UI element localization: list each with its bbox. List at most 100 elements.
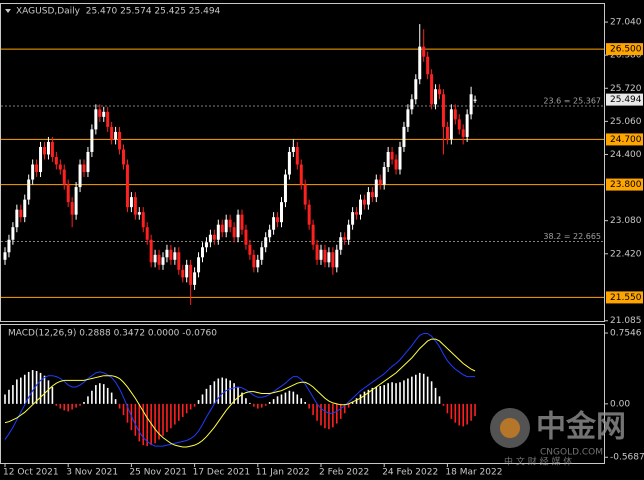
candle-body bbox=[98, 109, 102, 117]
candle-body bbox=[386, 151, 390, 168]
candle-body bbox=[331, 252, 335, 268]
x-tick-label: 2 Feb 2022 bbox=[319, 468, 369, 478]
candle-body bbox=[351, 212, 355, 225]
macd-title: MACD(12,26,9) 0.2888 0.3472 0.0000 -0.07… bbox=[8, 329, 217, 339]
candle-body bbox=[378, 179, 382, 185]
candle-body bbox=[153, 254, 157, 263]
candle-body bbox=[287, 151, 291, 175]
y-tick-label: -0.5687 bbox=[610, 453, 644, 463]
macd-panel-frame bbox=[0, 324, 605, 464]
candle-body bbox=[303, 184, 307, 205]
candle-body bbox=[374, 179, 378, 198]
candle-body bbox=[469, 94, 473, 115]
candle-body bbox=[438, 89, 441, 95]
candle-body bbox=[256, 259, 260, 268]
candle-body bbox=[319, 249, 323, 260]
candle-body bbox=[58, 164, 62, 170]
candle-body bbox=[430, 74, 434, 105]
macd-line bbox=[4, 332, 476, 447]
candle-body bbox=[291, 146, 295, 152]
y-tick-label: 26.380 bbox=[610, 51, 642, 61]
level-label: 23.800 bbox=[610, 180, 642, 190]
candle-body bbox=[449, 109, 453, 140]
candle-body bbox=[394, 159, 398, 170]
candle-body bbox=[122, 149, 125, 165]
candle-body bbox=[133, 197, 137, 215]
menu-triangle bbox=[5, 9, 11, 13]
candle-body bbox=[272, 217, 276, 230]
level-label: 24.700 bbox=[610, 135, 642, 145]
candle-body bbox=[197, 257, 201, 273]
y-tick-label: 0.00 bbox=[610, 399, 630, 409]
candle-body bbox=[370, 192, 374, 198]
candle-body bbox=[189, 264, 193, 285]
candle-body bbox=[3, 252, 7, 260]
candle-body bbox=[208, 234, 212, 243]
candle-body bbox=[70, 202, 74, 215]
y-tick-label: 27.040 bbox=[610, 18, 642, 28]
candle-body bbox=[295, 146, 299, 165]
candle-body bbox=[457, 119, 461, 130]
candle-body bbox=[445, 126, 449, 140]
candle-body bbox=[94, 109, 98, 130]
candle-body bbox=[418, 46, 422, 80]
candle-body bbox=[50, 141, 54, 157]
candle-body bbox=[145, 227, 149, 240]
level-label: 26.500 bbox=[610, 45, 642, 55]
candle-body bbox=[201, 247, 204, 258]
fib-label: 23.6 = 25.367 bbox=[543, 96, 601, 105]
candle-body bbox=[137, 212, 141, 215]
candle-body bbox=[283, 174, 287, 203]
y-tick-label: 21.085 bbox=[610, 316, 642, 326]
candle-body bbox=[434, 89, 438, 105]
last-price-label: 25.494 bbox=[610, 95, 642, 105]
candle-body bbox=[169, 249, 173, 260]
candle-body bbox=[355, 212, 359, 215]
macd-line bbox=[4, 338, 476, 448]
candle-body bbox=[252, 254, 256, 268]
watermark: 中金网 CNGOLD.COM 中 文 财 经 媒 体 bbox=[490, 408, 626, 468]
y-tick-label: 0.7546 bbox=[610, 329, 642, 339]
watermark-site: CNGOLD.COM bbox=[540, 448, 603, 458]
level-label: 21.550 bbox=[610, 293, 642, 303]
candle-body bbox=[311, 224, 315, 245]
candle-body bbox=[177, 252, 181, 270]
candle-body bbox=[276, 217, 280, 223]
y-tick-label: 23.080 bbox=[610, 216, 642, 226]
candle-body bbox=[461, 129, 465, 137]
candle-body bbox=[35, 164, 39, 173]
candle-body bbox=[307, 204, 311, 225]
candle-body bbox=[114, 131, 118, 140]
candle-body bbox=[406, 109, 410, 127]
candle-body bbox=[280, 202, 283, 223]
candle-body bbox=[359, 199, 362, 215]
candle-body bbox=[216, 224, 220, 240]
candle-body bbox=[220, 224, 224, 233]
candle-body bbox=[244, 229, 248, 245]
x-tick-label: 18 Mar 2022 bbox=[445, 468, 502, 478]
candle-body bbox=[410, 99, 414, 110]
candle-body bbox=[129, 197, 133, 208]
candle-body bbox=[43, 146, 46, 155]
candle-body bbox=[66, 184, 70, 203]
candle-body bbox=[473, 99, 477, 101]
candle-body bbox=[260, 247, 264, 260]
candle-body bbox=[78, 164, 82, 188]
level-tag bbox=[606, 133, 643, 146]
candle-body bbox=[173, 252, 177, 260]
chart-title: XAGUSD,Daily 25.470 25.574 25.425 25.494 bbox=[16, 7, 221, 17]
candle-body bbox=[232, 227, 236, 238]
candle-body bbox=[125, 164, 129, 208]
candle-body bbox=[327, 252, 331, 263]
candle-body bbox=[165, 249, 169, 258]
candle-body bbox=[7, 239, 11, 253]
x-tick-label: 24 Feb 2022 bbox=[382, 468, 438, 478]
candle-body bbox=[106, 111, 110, 127]
candle-body bbox=[453, 109, 457, 120]
candle-body bbox=[193, 272, 197, 285]
candle-body bbox=[398, 146, 402, 170]
candle-body bbox=[102, 111, 106, 117]
level-tag bbox=[606, 43, 643, 56]
candle-body bbox=[339, 237, 343, 250]
candle-body bbox=[426, 56, 430, 75]
